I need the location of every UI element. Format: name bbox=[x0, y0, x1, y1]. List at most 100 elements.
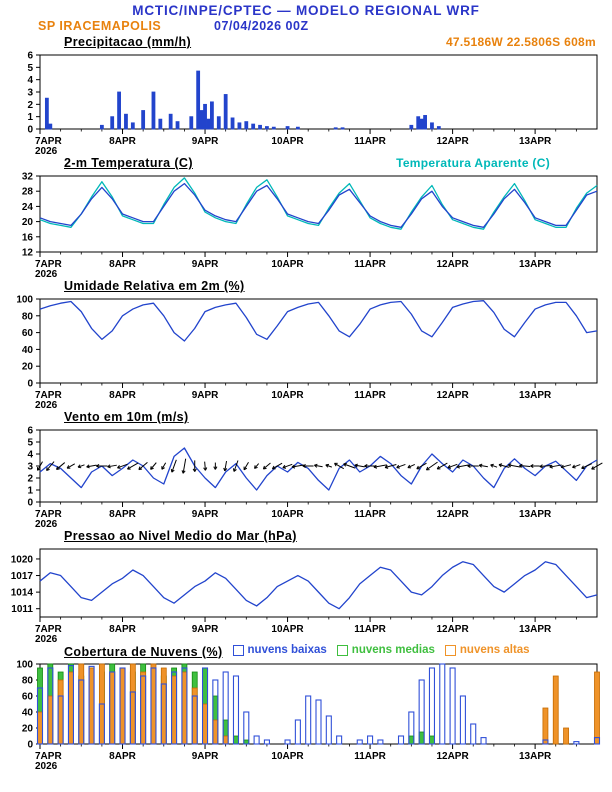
high-cloud-bars-bar bbox=[140, 671, 147, 745]
wind-arrow bbox=[560, 464, 572, 468]
wind-arrow-head bbox=[150, 467, 154, 470]
y-tick-label: 20 bbox=[22, 217, 34, 228]
wind-arrow bbox=[77, 464, 85, 468]
low-cloud-bars-bar bbox=[201, 667, 209, 745]
y-tick-label: 28 bbox=[22, 187, 34, 198]
mid-clouds-legend-label: nuvens medias bbox=[351, 644, 435, 656]
wind-arrow bbox=[498, 464, 510, 468]
low-cloud-bars-bar bbox=[243, 711, 250, 745]
x-tick-label: 12APR bbox=[436, 136, 469, 147]
x-tick-label: 10APR bbox=[271, 509, 304, 520]
high-cloud-bars-bar bbox=[150, 663, 157, 745]
low-cloud-bars-bar bbox=[88, 665, 95, 745]
high-clouds-legend-label: nuvens altas bbox=[459, 644, 530, 656]
precip-bars-bar bbox=[175, 121, 180, 130]
wind-arrow bbox=[539, 465, 552, 467]
header-subline: SP IRACEMAPOLIS 07/04/2026 00Z bbox=[0, 18, 612, 35]
wind-arrow-head bbox=[325, 464, 329, 468]
low-cloud-bars-bar bbox=[397, 735, 405, 745]
precip-bars-bar bbox=[423, 115, 427, 130]
panel-title-temperature: 2-m Temperatura (C) bbox=[64, 156, 193, 170]
wind-arrow bbox=[150, 462, 157, 470]
precip-bars-bar bbox=[141, 110, 146, 130]
high-cloud-bars-bar bbox=[129, 663, 136, 745]
wind-arrow bbox=[37, 461, 43, 471]
wind-arrow bbox=[204, 461, 206, 471]
high-cloud-bars-bar bbox=[212, 719, 219, 745]
high-cloud-bars-bar bbox=[78, 663, 85, 745]
y-tick-label: 40 bbox=[22, 708, 34, 719]
legend-high-clouds: nuvens altas bbox=[444, 644, 530, 656]
x-tick-label: 11APR bbox=[354, 509, 386, 520]
wind-arrow-head bbox=[204, 467, 208, 471]
x-tick-label: 7APR bbox=[35, 624, 62, 635]
legend-low-clouds: nuvens baixas bbox=[232, 644, 327, 656]
panel-humidity: Umidade Relativa em 2m (%) 0 20 40 60 80 100 7… bbox=[0, 279, 612, 410]
high-cloud-bars-bar bbox=[160, 667, 167, 745]
y-tick-label: 24 bbox=[22, 202, 34, 213]
wind-arrow bbox=[436, 462, 448, 470]
y-tick-label: 80 bbox=[22, 676, 34, 687]
precip-bars-bar bbox=[419, 118, 424, 130]
panel-clouds: Cobertura de Nuvens (%) nuvens baixas nu… bbox=[0, 644, 612, 771]
wind-arrow-head bbox=[263, 467, 267, 470]
x-tick-label: 13APR bbox=[519, 509, 552, 520]
low-cloud-bars-bar bbox=[263, 739, 270, 745]
x-tick-label: 11APR bbox=[354, 390, 386, 401]
high-cloud-bars-bar bbox=[202, 703, 208, 745]
x-tick-label: 13APR bbox=[519, 390, 552, 401]
x-tick-label: 12APR bbox=[436, 624, 469, 635]
wind-arrow-head bbox=[291, 466, 296, 469]
y-tick-label: 60 bbox=[22, 692, 34, 703]
y-tick-label: 0 bbox=[27, 125, 33, 136]
x-tick-label: 9APR bbox=[192, 624, 219, 635]
y-tick-label: 40 bbox=[22, 345, 34, 356]
mid-cloud-bars-bar bbox=[233, 735, 239, 745]
wind-arrow-head bbox=[214, 466, 218, 470]
plot-frame bbox=[39, 548, 598, 618]
wind-arrow-head bbox=[107, 466, 111, 469]
low-cloud-bars-bar bbox=[222, 671, 229, 745]
panel-precipitation: Precipitacao (mm/h) 47.5186W 22.5806S 60… bbox=[0, 35, 612, 156]
y-tick-label: 3 bbox=[27, 462, 33, 473]
rh-line bbox=[39, 300, 598, 342]
wind-arrow bbox=[161, 462, 167, 470]
high-cloud-bars-bar bbox=[68, 671, 74, 745]
y-tick-label: 6 bbox=[27, 51, 33, 62]
high-cloud-bars-bar bbox=[88, 667, 95, 745]
wind-arrow-head bbox=[233, 469, 237, 472]
high-cloud-bars-bar bbox=[57, 679, 64, 745]
precip-bars-bar bbox=[44, 97, 49, 130]
plot-frame bbox=[39, 54, 598, 130]
wind-arrow bbox=[263, 462, 271, 470]
x-tick-label: 10APR bbox=[271, 390, 304, 401]
wind-arrow bbox=[46, 461, 55, 471]
wind-arrow bbox=[334, 462, 345, 470]
wind-arrow bbox=[56, 462, 66, 470]
wind-arrow bbox=[426, 461, 438, 471]
y-tick-label: 4 bbox=[27, 75, 33, 86]
low-cloud-bars-bar bbox=[325, 715, 332, 745]
low-cloud-bars-bar bbox=[150, 667, 157, 745]
y-tick-label: 1017 bbox=[11, 571, 34, 582]
low-cloud-bars-bar bbox=[377, 739, 384, 745]
precip-bars-bar bbox=[210, 101, 214, 130]
wind-arrow bbox=[272, 462, 283, 470]
wind-arrow-head bbox=[343, 463, 347, 467]
y-tick-label: 100 bbox=[16, 295, 33, 306]
wind-arrow bbox=[325, 464, 332, 468]
low-cloud-bars-bar bbox=[171, 671, 178, 745]
y-tick-label: 3 bbox=[27, 88, 33, 99]
x-tick-year-label: 2026 bbox=[35, 761, 58, 771]
x-tick-label: 8APR bbox=[109, 136, 136, 147]
precipitation-title-row: Precipitacao (mm/h) 47.5186W 22.5806S 60… bbox=[0, 35, 612, 50]
wind-arrow-head bbox=[243, 467, 248, 471]
low-cloud-bars-bar bbox=[47, 667, 54, 745]
high-cloud-bars-bar bbox=[594, 671, 600, 745]
precip-bars-bar bbox=[130, 122, 135, 130]
wind-arrow bbox=[117, 463, 128, 469]
low-cloud-bars-bar bbox=[284, 739, 291, 745]
precip-bars-bar bbox=[158, 118, 163, 130]
